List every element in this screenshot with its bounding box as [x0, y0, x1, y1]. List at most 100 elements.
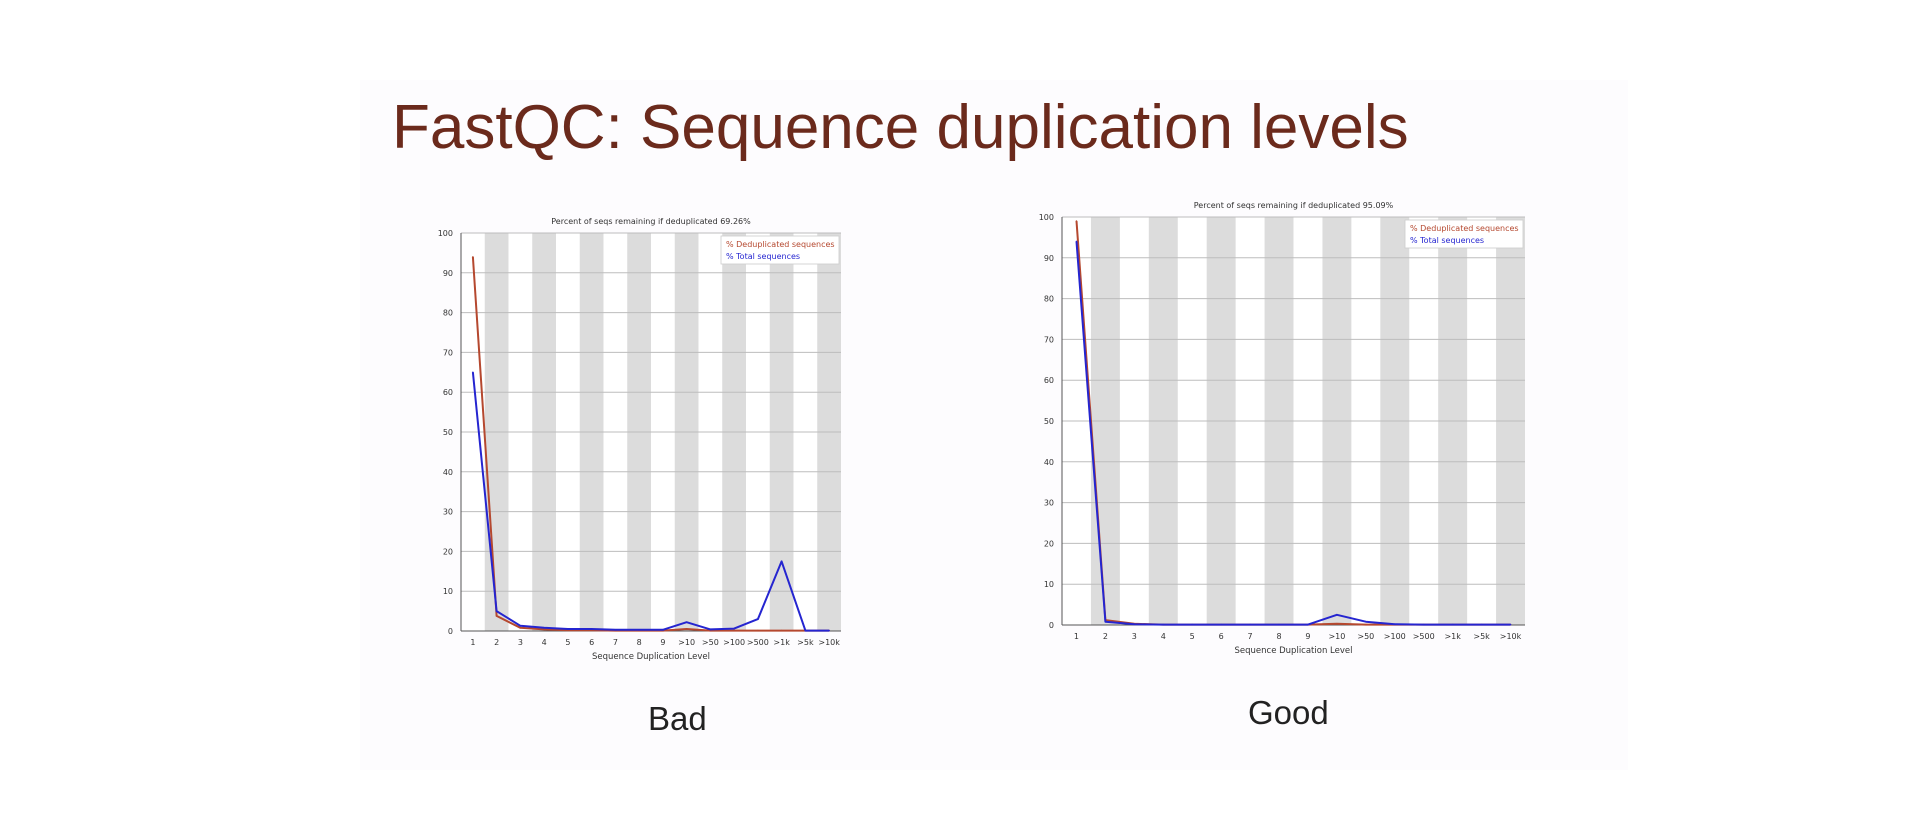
- data-point: [757, 629, 759, 632]
- chart-good: 0 10 20 30 40 50 60 70 80 90 100 1 2 3 4 5 6 7 8 9 >10 >50 >10…: [1039, 201, 1525, 656]
- data-point: [1365, 620, 1367, 623]
- y-tick-label: 50: [443, 428, 453, 437]
- x-tick-label: 6: [1219, 632, 1224, 641]
- data-point: [590, 628, 593, 630]
- y-tick-label: 30: [443, 508, 453, 517]
- data-point: [1393, 623, 1396, 625]
- caption-good: Good: [1248, 694, 1329, 731]
- data-point: [685, 621, 688, 624]
- data-point: [495, 615, 498, 617]
- x-tick-label: >500: [1413, 632, 1435, 641]
- x-tick-label: >10: [678, 638, 695, 647]
- slide-title: FastQC: Sequence duplication levels: [392, 93, 1409, 162]
- data-point: [519, 627, 522, 629]
- x-tick-label: 1: [470, 638, 475, 647]
- x-tick-label: 8: [1276, 632, 1281, 641]
- data-point: [519, 625, 522, 627]
- data-point: [757, 618, 759, 620]
- y-tick-label: 20: [443, 547, 453, 556]
- legend-entry: % Total sequences: [726, 252, 800, 261]
- x-tick-label: >10: [1328, 632, 1345, 641]
- x-tick-label: 2: [1103, 632, 1108, 641]
- data-point: [780, 560, 783, 563]
- data-point: [614, 629, 617, 631]
- data-point: [1104, 620, 1107, 623]
- x-tick-label: 3: [518, 638, 523, 647]
- data-point: [472, 371, 474, 374]
- x-tick-label: 5: [565, 638, 570, 647]
- y-tick-label: 20: [1044, 539, 1054, 548]
- data-point: [1162, 623, 1165, 626]
- series-line-total: [471, 372, 830, 632]
- data-point: [1365, 623, 1367, 626]
- y-tick-label: 100: [1039, 213, 1054, 222]
- x-tick-label: 4: [1161, 632, 1166, 641]
- x-tick-label: 7: [613, 638, 618, 647]
- x-tick-label: 9: [1305, 632, 1310, 641]
- data-point: [1480, 623, 1483, 626]
- chart-title: Percent of seqs remaining if deduplicate…: [1194, 201, 1394, 210]
- legend-entry: % Total sequences: [1410, 236, 1484, 245]
- x-tick-label: >5k: [1473, 632, 1490, 641]
- y-tick-label: 90: [443, 269, 453, 278]
- y-tick-label: 40: [443, 468, 453, 477]
- data-point: [804, 629, 807, 632]
- x-tick-label: 2: [494, 638, 499, 647]
- y-tick-label: 10: [1044, 580, 1054, 589]
- x-tick-label: >5k: [797, 638, 814, 647]
- x-tick-label: >1k: [773, 638, 790, 647]
- legend-entry: % Deduplicated sequences: [1410, 224, 1519, 233]
- x-tick-label: >50: [702, 638, 719, 647]
- y-tick-label: 50: [1044, 417, 1054, 426]
- data-point: [543, 627, 545, 629]
- y-tick-label: 10: [443, 587, 453, 596]
- x-tick-label: 1: [1074, 632, 1079, 641]
- x-axis-label: Sequence Duplication Level: [1235, 646, 1353, 656]
- x-tick-label: 5: [1190, 632, 1195, 641]
- chart-title: Percent of seqs remaining if deduplicate…: [551, 217, 751, 226]
- y-tick-label: 60: [443, 388, 453, 397]
- data-point: [495, 610, 498, 612]
- y-tick-label: 80: [443, 309, 453, 318]
- y-tick-label: 40: [1044, 458, 1054, 467]
- data-point: [1422, 623, 1425, 626]
- x-tick-label: >10k: [818, 638, 840, 647]
- data-point: [733, 629, 735, 632]
- data-point: [472, 256, 474, 258]
- data-point: [638, 629, 640, 631]
- y-tick-label: 0: [448, 627, 453, 636]
- y-tick-label: 60: [1044, 376, 1054, 385]
- data-point: [543, 628, 545, 631]
- x-tick-label: 9: [660, 638, 665, 647]
- data-point: [1509, 623, 1512, 626]
- series-line-total: [1075, 241, 1511, 626]
- y-tick-label: 100: [438, 229, 453, 238]
- x-tick-label: >1k: [1444, 632, 1461, 641]
- x-axis-label: Sequence Duplication Level: [592, 652, 710, 662]
- x-tick-label: 6: [589, 638, 594, 647]
- y-tick-label: 0: [1049, 621, 1054, 630]
- data-point: [828, 629, 830, 632]
- data-point: [662, 629, 664, 631]
- x-tick-label: 4: [542, 638, 547, 647]
- x-tick-label: >500: [747, 638, 769, 647]
- x-tick-label: >10k: [1500, 632, 1522, 641]
- y-tick-label: 80: [1044, 295, 1054, 304]
- legend-box: [720, 235, 840, 265]
- legend-box: [1404, 219, 1524, 249]
- x-tick-label: 8: [637, 638, 642, 647]
- y-tick-label: 70: [443, 348, 453, 357]
- data-point: [1075, 220, 1078, 222]
- data-point: [1336, 622, 1338, 625]
- data-point: [1220, 623, 1222, 626]
- chart-bad: 0 10 20 30 40 50 60 70 80 90 100 1 2 3 4 5 6 7 8 9 >10 >50 >10…: [438, 217, 841, 662]
- x-tick-label: 3: [1132, 632, 1137, 641]
- x-tick-label: >100: [723, 638, 745, 647]
- data-point: [780, 629, 783, 632]
- legend-entry: % Deduplicated sequences: [726, 240, 835, 249]
- data-point: [1191, 623, 1194, 626]
- data-point: [1336, 614, 1338, 616]
- data-point: [567, 628, 569, 630]
- y-tick-label: 30: [1044, 499, 1054, 508]
- x-tick-label: >50: [1357, 632, 1374, 641]
